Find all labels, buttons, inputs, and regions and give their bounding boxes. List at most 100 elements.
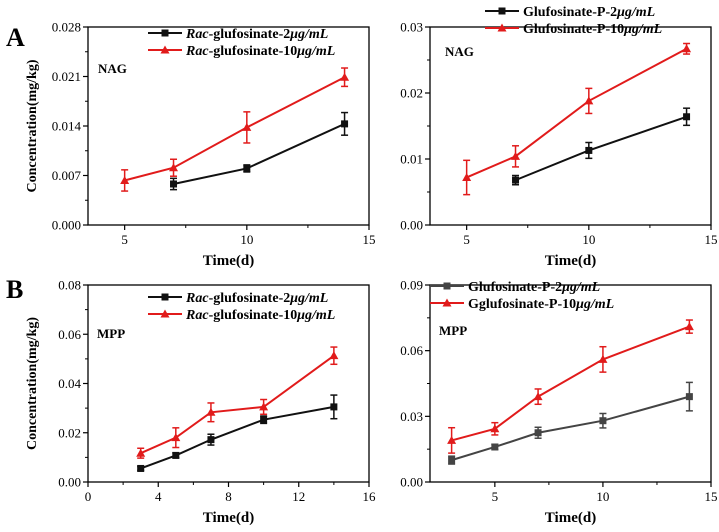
y-tick-label: 0.06 (400, 343, 423, 358)
legend-label: Rac-glufosinate-2μg/mL (185, 27, 328, 42)
data-point (585, 146, 593, 154)
data-point (447, 435, 457, 444)
panel-label-a: A (6, 23, 25, 52)
data-point (448, 456, 456, 464)
x-tick-label: 12 (292, 489, 305, 504)
y-tick-label: 0.02 (400, 86, 423, 101)
legend-label: Rac-glufosinate-10μg/mL (185, 44, 335, 59)
data-point (683, 113, 691, 121)
legend-label-unit: μg/mL (289, 27, 328, 42)
legend-label: Rac-glufosinate-2μg/mL (185, 291, 328, 306)
legend-marker (443, 282, 451, 290)
y-tick-label: 0.08 (58, 278, 81, 293)
data-point (584, 96, 594, 105)
legend-entry: Rac-glufosinate-10μg/mL (148, 308, 335, 323)
y-tick-label: 0.00 (400, 218, 423, 233)
x-tick-label: 16 (363, 489, 377, 504)
x-tick-label: 0 (85, 489, 92, 504)
series-line (140, 405, 335, 470)
series-2 (136, 346, 339, 459)
legend-label-unit: μg/mL (296, 308, 335, 323)
series-2 (120, 67, 350, 192)
x-tick-label: 15 (705, 232, 718, 247)
chart-2: 5 10 15 0.00 0.01 0.02 0.03 Time(d) NAG Glufosina… (400, 5, 717, 269)
legend-label: Gglufosinate-P-10μg/mL (468, 297, 614, 312)
series-line (515, 115, 687, 182)
data-point (682, 44, 692, 53)
legend-label: Glufosinate-P-10μg/mL (523, 22, 662, 37)
x-tick-label: 5 (121, 232, 128, 247)
data-point (511, 151, 521, 160)
legend-label-body: -glufosinate-2 (209, 291, 291, 306)
series-2 (447, 319, 694, 454)
data-point (599, 417, 607, 425)
data-point (462, 172, 472, 181)
legend-label-unit: μg/mL (561, 280, 600, 295)
legend-label-body: -glufosinate-2 (209, 27, 291, 42)
series-line (140, 354, 335, 455)
data-point (329, 351, 339, 360)
legend-label-prefix: Rac (185, 291, 209, 306)
data-point (171, 433, 181, 442)
data-point (242, 122, 252, 131)
data-point (243, 164, 251, 172)
legend-label-unit: μg/mL (575, 297, 614, 312)
x-axis-label: Time(d) (203, 510, 254, 526)
x-axis-label: Time(d) (545, 510, 596, 526)
series-1 (448, 381, 693, 465)
series-1 (137, 394, 338, 472)
legend-label-unit: μg/mL (616, 5, 655, 20)
x-tick-label: 15 (705, 489, 718, 504)
data-point (169, 163, 179, 172)
legend-marker (160, 309, 170, 318)
x-tick-label: 5 (463, 232, 470, 247)
legend-entry: Glufosinate-P-2μg/mL (485, 5, 655, 20)
series-1 (170, 111, 349, 191)
legend-entry: Rac-glufosinate-2μg/mL (148, 27, 328, 42)
annotation-label: NAG (445, 44, 474, 59)
legend-entry: Gglufosinate-P-10μg/mL (430, 297, 614, 312)
plot-frame (429, 284, 712, 483)
series-line (124, 76, 346, 182)
data-point (170, 180, 178, 188)
legend-label-prefix: Rac (185, 44, 209, 59)
legend-entry: Rac-glufosinate-2μg/mL (148, 291, 328, 306)
legend-entry: Glufosinate-P-10μg/mL (485, 22, 662, 37)
legend-marker (160, 45, 170, 54)
data-point (340, 72, 350, 81)
series-line (451, 325, 690, 442)
chart-3: 0 4 8 12 16 0.00 0.02 0.04 0.06 0.08 Time(d) Concen… (25, 278, 376, 527)
data-point (259, 402, 269, 411)
annotation-label: MPP (97, 326, 125, 341)
legend-label-body: Glufosinate-P-10 (523, 22, 624, 37)
data-point (512, 176, 520, 184)
data-point (685, 393, 693, 401)
y-axis-label: Concentration(mg/kg) (25, 317, 40, 450)
legend-marker (161, 293, 169, 301)
data-point (533, 392, 543, 401)
legend-label-body: -glufosinate-10 (209, 308, 298, 323)
data-point (534, 429, 542, 437)
y-tick-label: 0.007 (52, 168, 82, 183)
data-point (206, 407, 216, 416)
annotation-label: NAG (98, 61, 127, 76)
y-tick-label: 0.014 (52, 119, 82, 134)
annotation-label: MPP (439, 323, 467, 338)
x-tick-label: 4 (155, 489, 162, 504)
y-tick-label: 0.09 (400, 278, 423, 293)
x-tick-label: 10 (240, 232, 253, 247)
data-point (136, 448, 146, 457)
legend-label-unit: μg/mL (296, 44, 335, 59)
chart-1: 5 10 15 0.000 0.007 0.014 0.021 0.028 Time(d) Con… (25, 20, 376, 270)
x-tick-label: 8 (225, 489, 232, 504)
series-1 (512, 107, 691, 186)
y-tick-label: 0.03 (400, 20, 423, 35)
legend-marker (497, 23, 507, 32)
charts-layer: 5 10 150.0000.0070.0140.0210.028Time(d)Con… (25, 5, 718, 526)
x-axis-label: Time(d) (203, 253, 254, 269)
y-tick-label: 0.000 (52, 218, 81, 233)
data-point (490, 424, 500, 433)
legend-label-unit: μg/mL (289, 291, 328, 306)
legend-label: Glufosinate-P-2μg/mL (468, 280, 600, 295)
